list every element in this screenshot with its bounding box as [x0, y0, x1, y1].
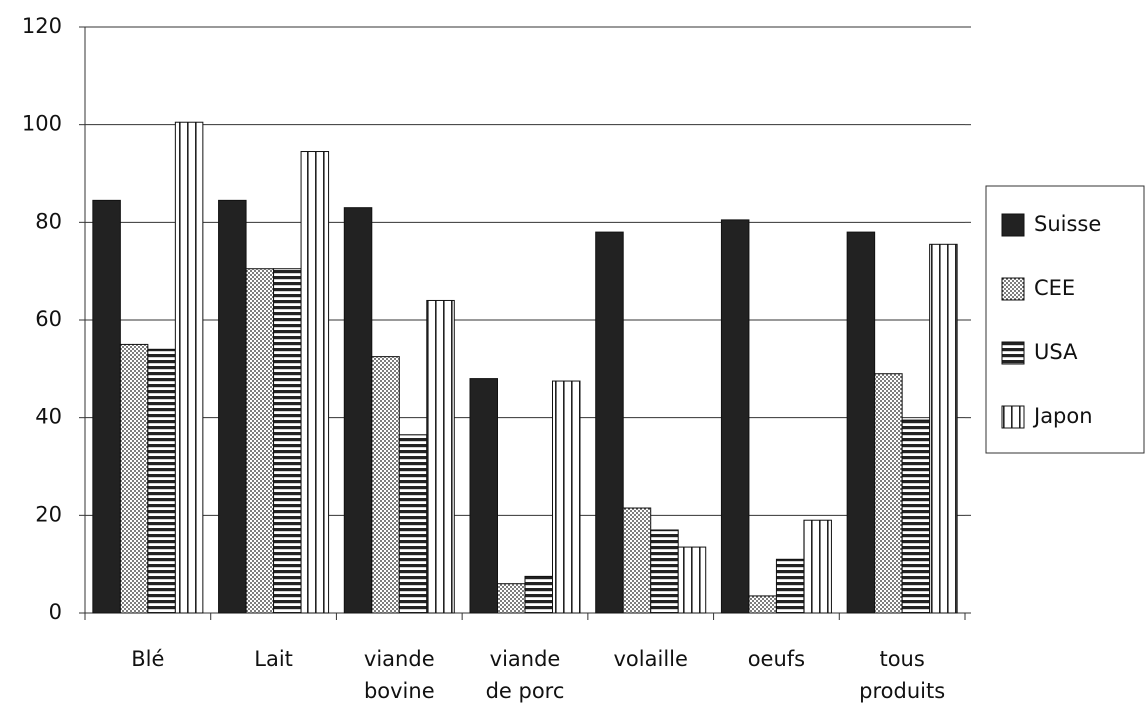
bar — [119, 343, 149, 614]
bar — [720, 219, 750, 614]
bar — [92, 199, 121, 614]
bar — [803, 519, 832, 614]
x-tick-label: Blé — [131, 647, 164, 671]
bar — [343, 207, 373, 614]
y-tick-label: 60 — [35, 307, 62, 331]
bar — [748, 595, 777, 614]
bar — [300, 151, 330, 614]
bar — [595, 231, 624, 614]
legend-label: Suisse — [1034, 212, 1101, 236]
legend-swatch — [1001, 341, 1025, 365]
bar — [371, 356, 400, 614]
bar — [901, 419, 931, 614]
y-tick-label: 40 — [35, 405, 62, 429]
bar — [929, 243, 958, 614]
bar — [775, 558, 805, 614]
bar — [650, 529, 679, 614]
legend-swatch — [1001, 277, 1025, 301]
x-tick-label: Lait — [254, 647, 293, 671]
bar — [469, 378, 498, 614]
x-tick-label: tous produits — [859, 647, 945, 703]
legend-swatch — [1001, 213, 1025, 237]
bar — [426, 299, 455, 614]
x-tick-label: viande de porc — [486, 647, 565, 703]
y-tick-label: 120 — [22, 14, 62, 38]
bar — [846, 231, 876, 614]
bar — [147, 348, 176, 614]
x-tick-label: oeufs — [748, 647, 805, 671]
bar — [524, 575, 553, 614]
y-tick-label: 0 — [49, 600, 62, 624]
bar — [245, 268, 275, 614]
bar — [552, 380, 581, 614]
legend-label: Japon — [1032, 404, 1093, 428]
bar — [174, 121, 204, 614]
legend-label: CEE — [1034, 276, 1075, 300]
legend-swatch — [1001, 405, 1025, 429]
bar — [398, 434, 428, 614]
bar — [273, 268, 302, 614]
bar — [497, 583, 526, 614]
bar — [218, 199, 247, 614]
bar — [677, 546, 707, 614]
y-tick-label: 20 — [35, 502, 62, 526]
x-tick-label: viande bovine — [364, 647, 435, 703]
bar — [874, 373, 903, 614]
y-tick-label: 100 — [22, 112, 62, 136]
x-tick-label: volaille — [614, 647, 688, 671]
legend-label: USA — [1034, 340, 1078, 364]
bar — [622, 507, 652, 614]
y-tick-label: 80 — [35, 209, 62, 233]
